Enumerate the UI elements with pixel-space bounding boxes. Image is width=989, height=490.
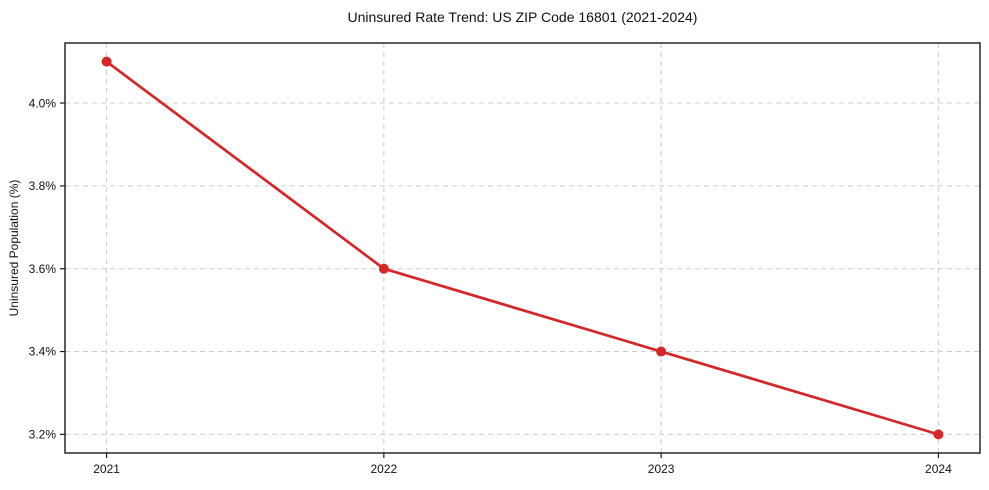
y-tick-label: 3.8% bbox=[29, 179, 57, 193]
tick-labels-group: 3.2% 3.4% 3.6% 3.8% 4.0% 2021 2022 2023 2024 bbox=[29, 96, 952, 476]
axis-ticks-group bbox=[60, 102, 940, 458]
plot-border bbox=[64, 42, 981, 454]
x-tick-label: 2021 bbox=[93, 462, 120, 476]
trend-line bbox=[105, 60, 940, 436]
gridlines-group bbox=[65, 43, 980, 453]
x-tick-label: 2022 bbox=[371, 462, 398, 476]
chart-title: Uninsured Rate Trend: US ZIP Code 16801 … bbox=[347, 9, 698, 25]
data-point-marker bbox=[378, 263, 389, 274]
y-tick-label: 3.4% bbox=[29, 345, 57, 359]
data-point-marker bbox=[933, 429, 944, 440]
x-tick-label: 2023 bbox=[648, 462, 675, 476]
data-point-marker bbox=[656, 346, 667, 357]
data-point-marker bbox=[101, 56, 112, 67]
x-tick-label: 2024 bbox=[925, 462, 952, 476]
y-tick-label: 4.0% bbox=[29, 96, 57, 110]
y-tick-label: 3.2% bbox=[29, 428, 57, 442]
series-group bbox=[101, 56, 944, 440]
y-tick-label: 3.6% bbox=[29, 262, 57, 276]
